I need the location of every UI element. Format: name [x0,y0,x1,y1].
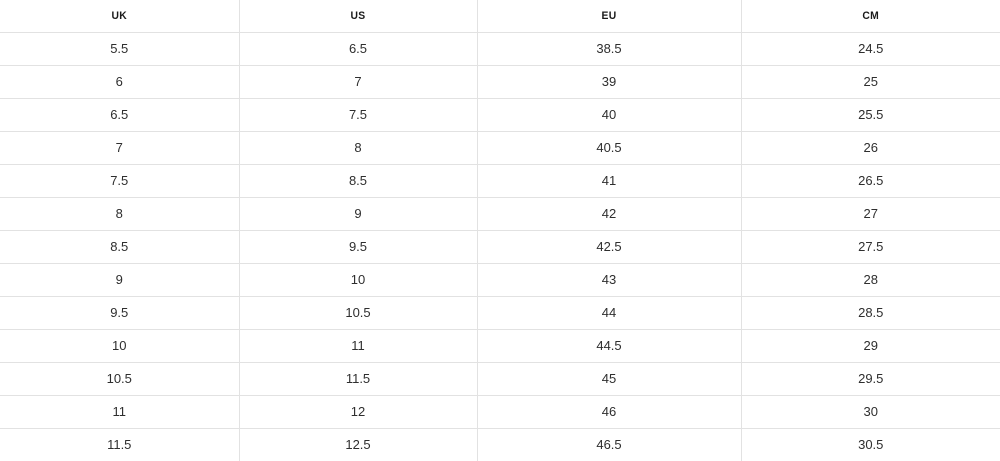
size-cell: 41 [477,164,742,198]
table-header-row: UK US EU CM [0,0,1000,33]
size-cell: 7 [239,65,478,99]
size-cell: 10.5 [0,362,240,396]
size-cell: 44.5 [477,329,742,363]
table-row: 6.5 7.5 40 25.5 [0,98,1000,132]
table-row: 7 8 40.5 26 [0,131,1000,165]
size-cell: 38.5 [477,32,742,66]
size-cell: 5.5 [0,32,240,66]
size-cell: 26.5 [741,164,1000,198]
table-row: 11.5 12.5 46.5 30.5 [0,428,1000,461]
size-cell: 46 [477,395,742,429]
size-cell: 40.5 [477,131,742,165]
size-cell: 10 [0,329,240,363]
size-cell: 8 [0,197,240,231]
size-cell: 42.5 [477,230,742,264]
size-cell: 27 [741,197,1000,231]
size-cell: 11.5 [239,362,478,396]
size-cell: 9 [239,197,478,231]
table-row: 7.5 8.5 41 26.5 [0,164,1000,198]
size-cell: 42 [477,197,742,231]
table-row: 9 10 43 28 [0,263,1000,297]
size-cell: 29 [741,329,1000,363]
column-header-cm: CM [748,0,993,33]
size-cell: 11.5 [0,428,240,461]
size-cell: 9 [0,263,240,297]
size-cell: 6.5 [239,32,478,66]
size-cell: 27.5 [741,230,1000,264]
size-cell: 11 [239,329,478,363]
table-row: 11 12 46 30 [0,395,1000,429]
size-cell: 43 [477,263,742,297]
size-cell: 12 [239,395,478,429]
size-cell: 12.5 [239,428,478,461]
table-row: 10 11 44.5 29 [0,329,1000,363]
size-cell: 8.5 [239,164,478,198]
table-row: 8 9 42 27 [0,197,1000,231]
size-cell: 28 [741,263,1000,297]
size-cell: 10.5 [239,296,478,330]
table-row: 8.5 9.5 42.5 27.5 [0,230,1000,264]
table-row: 9.5 10.5 44 28.5 [0,296,1000,330]
size-cell: 9.5 [239,230,478,264]
size-cell: 10 [239,263,478,297]
column-header-eu: EU [484,0,734,33]
size-cell: 9.5 [0,296,240,330]
column-header-uk: UK [7,0,233,33]
size-cell: 8 [239,131,478,165]
size-cell: 6.5 [0,98,240,132]
size-cell: 29.5 [741,362,1000,396]
table-row: 6 7 39 25 [0,65,1000,99]
size-cell: 30 [741,395,1000,429]
size-cell: 25.5 [741,98,1000,132]
size-cell: 39 [477,65,742,99]
size-cell: 26 [741,131,1000,165]
size-cell: 45 [477,362,742,396]
size-cell: 6 [0,65,240,99]
size-cell: 7.5 [0,164,240,198]
size-cell: 30.5 [741,428,1000,461]
size-cell: 25 [741,65,1000,99]
column-header-us: US [246,0,471,33]
size-cell: 7.5 [239,98,478,132]
size-cell: 8.5 [0,230,240,264]
size-cell: 28.5 [741,296,1000,330]
size-cell: 40 [477,98,742,132]
size-cell: 11 [0,395,240,429]
size-cell: 46.5 [477,428,742,461]
table-row: 10.5 11.5 45 29.5 [0,362,1000,396]
size-cell: 7 [0,131,240,165]
size-cell: 44 [477,296,742,330]
table-row: 5.5 6.5 38.5 24.5 [0,32,1000,66]
size-cell: 24.5 [741,32,1000,66]
